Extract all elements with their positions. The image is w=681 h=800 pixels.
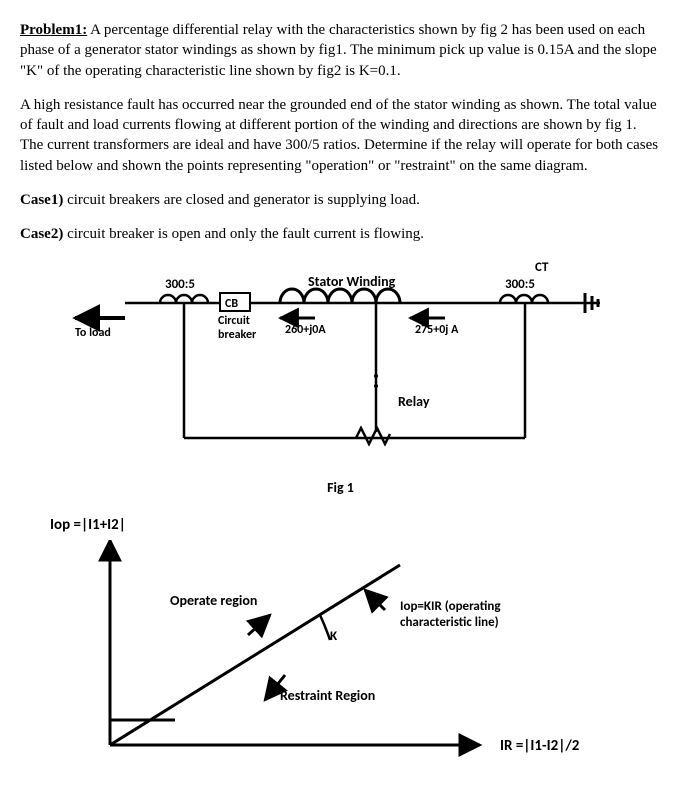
label-breaker: breaker xyxy=(218,328,257,342)
figure-1: To load 300:5 CB Circuit breaker Stator … xyxy=(20,258,661,497)
fig1-caption: Fig 1 xyxy=(20,479,661,498)
figure-2-svg: K Operate region Restraint Region Iop=KI… xyxy=(20,540,640,770)
fig2-operate-region: Operate region xyxy=(170,592,257,609)
label-relay: Relay xyxy=(398,393,430,410)
figure-2: Iop =|I1+I2| K Operate region Restraint … xyxy=(20,515,661,776)
fig2-x-axis-label: IR =|I1-I2|/2 xyxy=(500,737,580,755)
problem-para-1-text: A percentage differential relay with the… xyxy=(20,22,657,79)
label-cb: CB xyxy=(225,297,238,311)
fig2-y-axis-label: Iop =|I1+I2| xyxy=(50,515,661,535)
label-current-right: 275+0j A xyxy=(415,323,459,337)
label-current-left: 260+j0A xyxy=(285,323,326,337)
problem-para-1: Problem1: A percentage differential rela… xyxy=(20,20,661,81)
fig2-restraint-region: Restraint Region xyxy=(280,687,375,704)
case1-line: Case1) circuit breakers are closed and g… xyxy=(20,190,661,210)
fig2-char-line2: characteristic line) xyxy=(400,615,499,630)
case1-prefix: Case1) xyxy=(20,192,63,208)
fig2-k-label: K xyxy=(330,629,338,644)
label-stator-winding: Stator Winding xyxy=(308,273,396,290)
problem-title: Problem1: xyxy=(20,22,87,38)
fig2-char-line1: Iop=KIR (operating xyxy=(400,599,501,614)
label-ct-ratio-left: 300:5 xyxy=(165,277,195,292)
case2-prefix: Case2) xyxy=(20,226,63,242)
case1-text: circuit breakers are closed and generato… xyxy=(63,192,420,208)
label-circuit: Circuit xyxy=(218,314,250,328)
figure-1-svg: To load 300:5 CB Circuit breaker Stator … xyxy=(20,258,640,468)
problem-para-2: A high resistance fault has occurred nea… xyxy=(20,95,661,176)
case2-text: circuit breaker is open and only the fau… xyxy=(63,226,424,242)
label-to-load: To load xyxy=(75,326,111,340)
case2-line: Case2) circuit breaker is open and only … xyxy=(20,224,661,244)
label-ct-ratio-right: 300:5 xyxy=(505,277,535,292)
label-ct: CT xyxy=(535,260,549,275)
